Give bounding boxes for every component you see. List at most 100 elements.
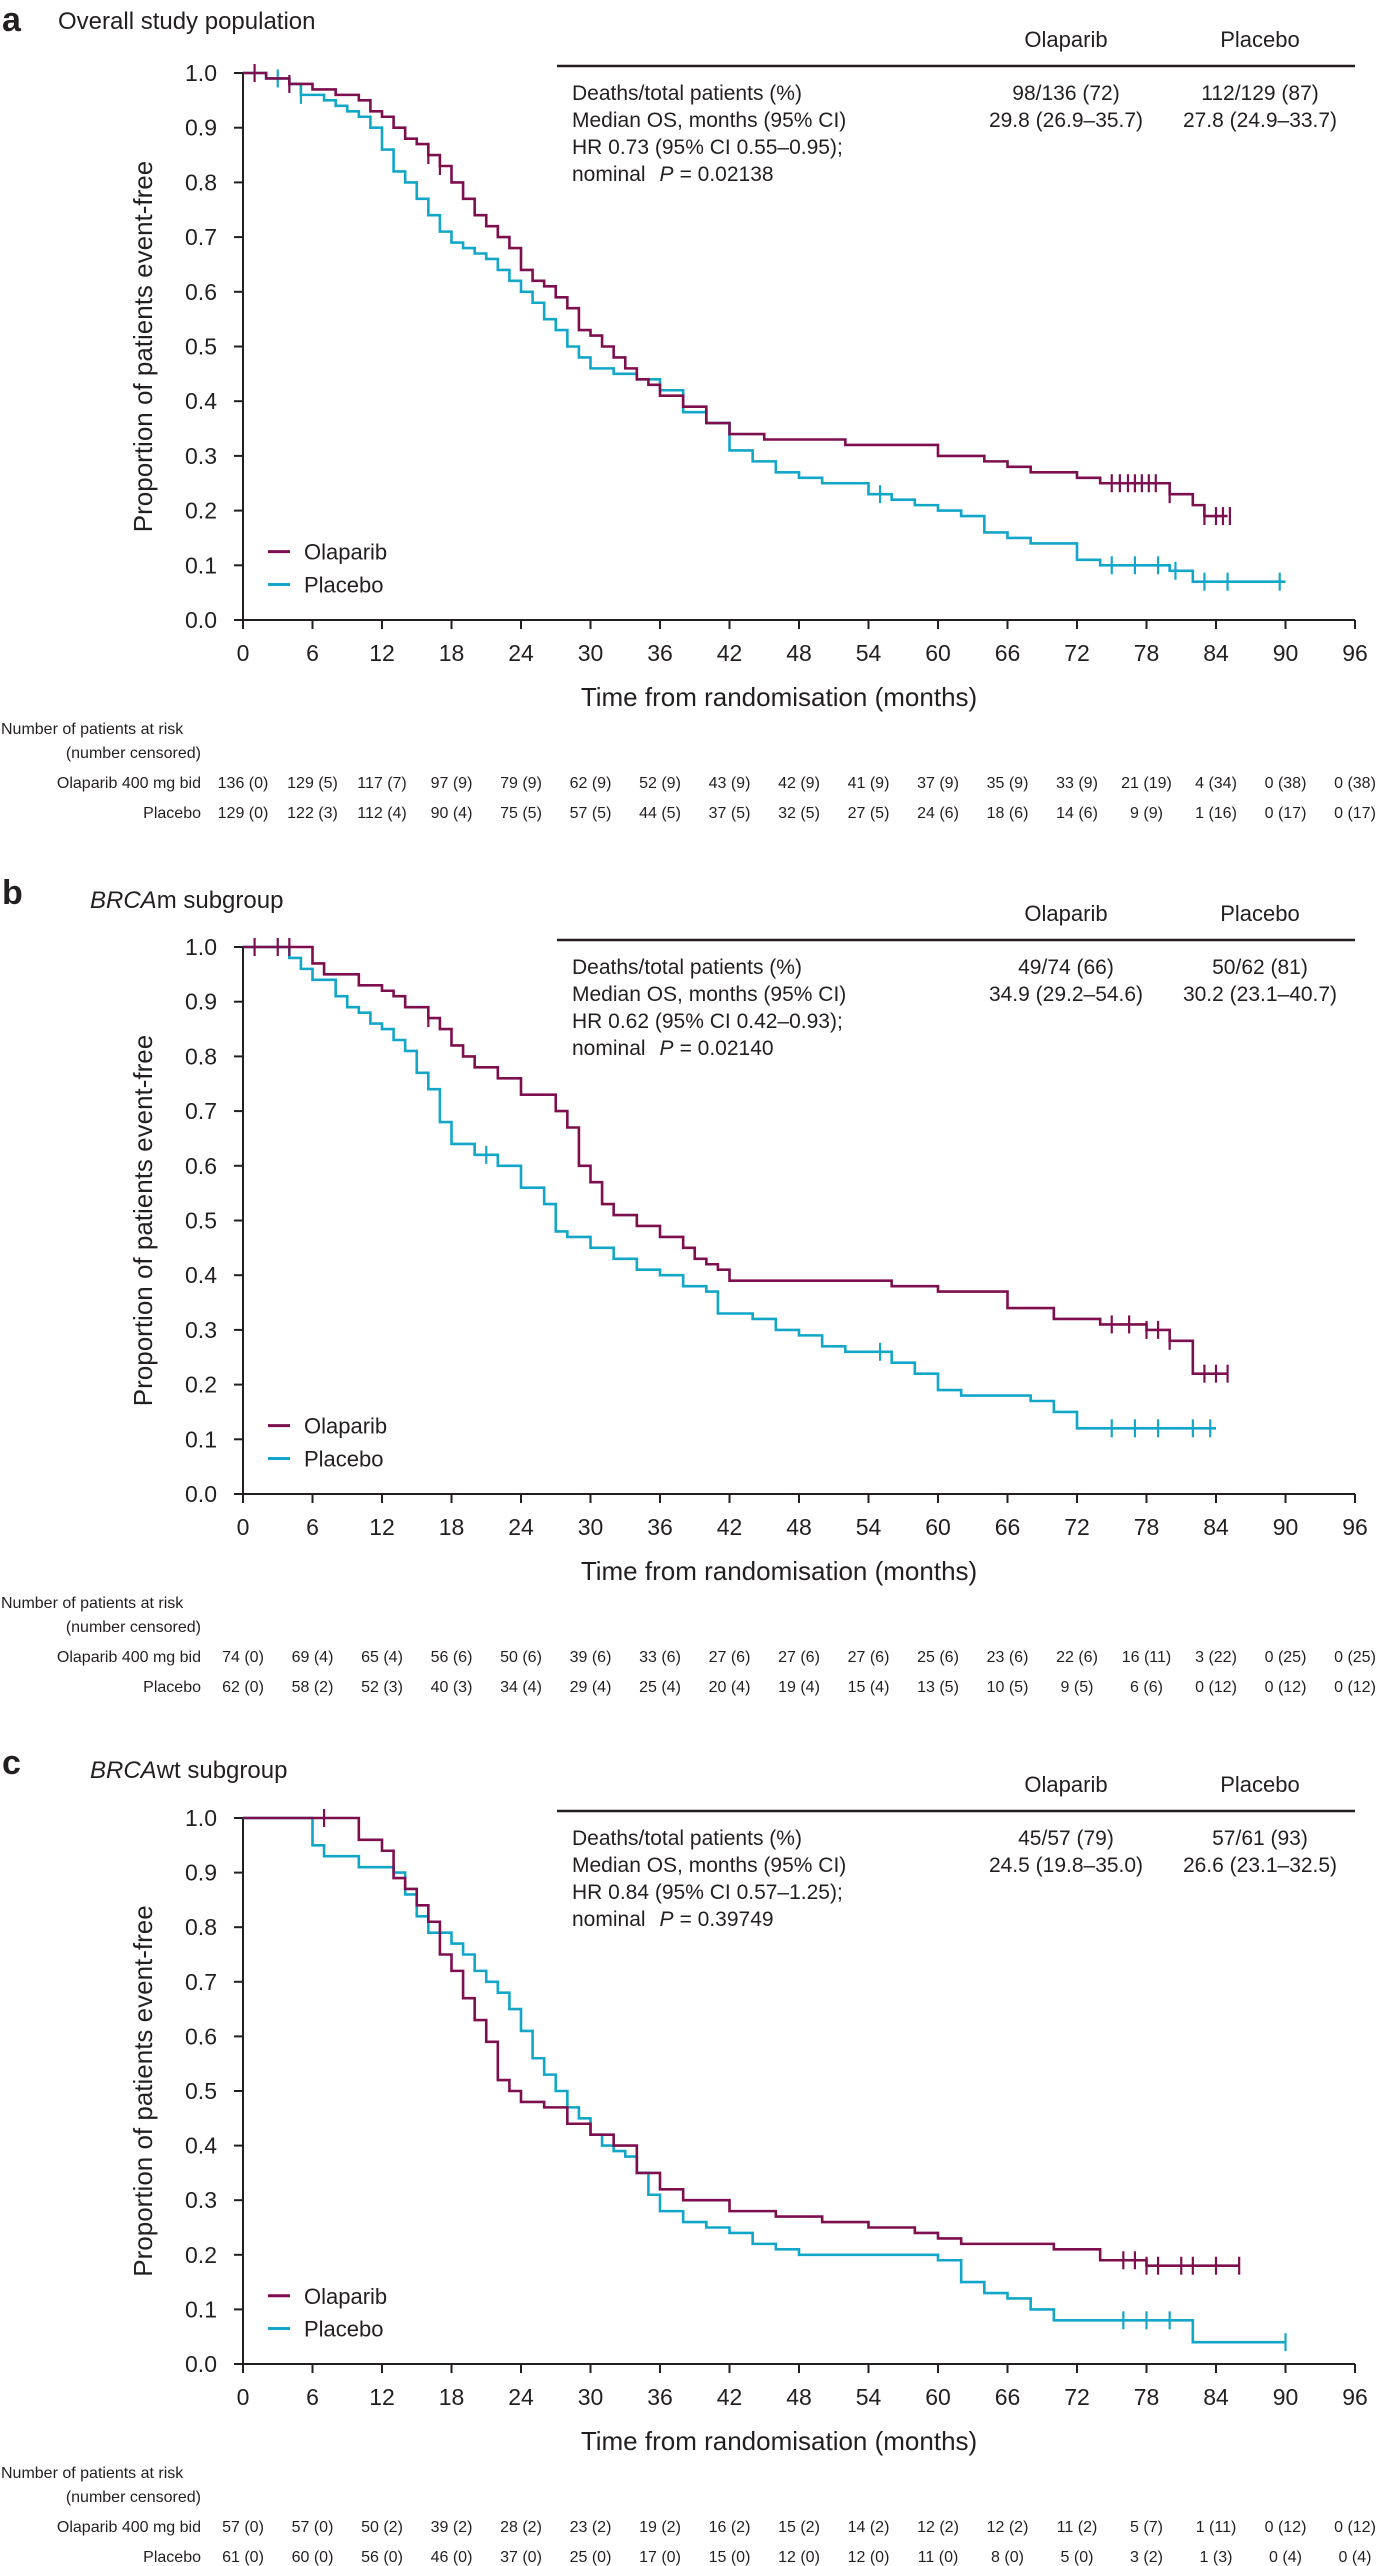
risk-cell-placebo: 6 (6): [1130, 1679, 1163, 1696]
panel-title: BRCAwt subgroup: [90, 1757, 287, 1784]
x-tick-label: 12: [369, 640, 395, 666]
risk-cell-olaparib: 27 (6): [709, 1649, 751, 1666]
stats-header-placebo: Placebo: [1220, 1772, 1300, 1797]
panel-title-rest: wt subgroup: [156, 1757, 288, 1784]
p-number: = 0.39749: [680, 1908, 774, 1931]
x-tick-label: 60: [925, 1514, 951, 1540]
risk-cell-olaparib: 57 (0): [222, 2519, 264, 2536]
y-tick-label: 0.2: [185, 2242, 217, 2268]
risk-header-sub: (number censored): [66, 1619, 201, 1636]
stats-p-value: nominal P = 0.39749: [572, 1908, 774, 1931]
risk-cell-olaparib: 62 (9): [570, 775, 612, 792]
stats-row-olaparib: 29.8 (26.9–35.7): [989, 109, 1143, 132]
risk-cell-olaparib: 43 (9): [709, 775, 751, 792]
risk-cell-placebo: 10 (5): [987, 1679, 1029, 1696]
y-tick-label: 0.1: [185, 2296, 217, 2322]
stats-row-olaparib: 98/136 (72): [1012, 82, 1119, 105]
risk-cell-placebo: 52 (3): [361, 1679, 403, 1696]
x-tick-label: 0: [237, 2384, 250, 2410]
x-tick-label: 54: [856, 1514, 882, 1540]
y-tick-label: 0.9: [185, 1860, 217, 1886]
x-axis-title: Time from randomisation (months): [581, 682, 977, 712]
y-tick-label: 0.6: [185, 2023, 217, 2049]
risk-cell-olaparib: 50 (2): [361, 2519, 403, 2536]
risk-cell-placebo: 12 (0): [848, 2549, 890, 2566]
legend-label-placebo: Placebo: [304, 572, 384, 597]
risk-cell-placebo: 1 (16): [1195, 805, 1237, 822]
stats-row-placebo: 57/61 (93): [1212, 1827, 1308, 1850]
stats-header-olaparib: Olaparib: [1024, 27, 1107, 52]
risk-cell-placebo: 3 (2): [1130, 2549, 1163, 2566]
p-label: P: [660, 1908, 674, 1931]
stats-row-label: Median OS, months (95% CI): [572, 1854, 846, 1877]
x-tick-label: 78: [1134, 640, 1160, 666]
risk-label-olaparib: Olaparib 400 mg bid: [57, 1649, 201, 1666]
y-tick-label: 0.1: [185, 552, 217, 578]
risk-cell-placebo: 60 (0): [292, 2549, 334, 2566]
panel-c: c BRCAwt subgroup 0.0 0.1 0.2 0.3 0.4 0.5 0.6 0.7…: [1, 1744, 1376, 2566]
risk-header-sub: (number censored): [66, 2489, 201, 2506]
y-tick-label: 0.2: [185, 498, 217, 524]
x-tick-label: 48: [786, 2384, 812, 2410]
risk-cell-olaparib: 27 (6): [778, 1649, 820, 1666]
risk-cell-placebo: 17 (0): [639, 2549, 681, 2566]
risk-cell-olaparib: 50 (6): [500, 1649, 542, 1666]
risk-cell-placebo: 129 (0): [218, 805, 269, 822]
risk-cell-olaparib: 52 (9): [639, 775, 681, 792]
x-axis-title: Time from randomisation (months): [581, 2426, 977, 2456]
y-axis-title: Proportion of patients event-free: [128, 1035, 158, 1406]
risk-cell-olaparib: 15 (2): [778, 2519, 820, 2536]
risk-cell-olaparib: 21 (19): [1121, 775, 1172, 792]
y-tick-label: 0.1: [185, 1426, 217, 1452]
risk-cell-placebo: 27 (5): [848, 805, 890, 822]
risk-cell-olaparib: 79 (9): [500, 775, 542, 792]
legend-label-olaparib: Olaparib: [304, 2284, 387, 2309]
risk-cell-placebo: 61 (0): [222, 2549, 264, 2566]
risk-cell-placebo: 15 (4): [848, 1679, 890, 1696]
series-line-olaparib: [243, 1816, 1240, 2268]
risk-cell-olaparib: 16 (2): [709, 2519, 751, 2536]
y-tick-label: 0.3: [185, 2187, 217, 2213]
stats-row-label: Median OS, months (95% CI): [572, 983, 846, 1006]
y-tick-label: 0.6: [185, 279, 217, 305]
stats-header-placebo: Placebo: [1220, 901, 1300, 926]
x-tick-label: 60: [925, 640, 951, 666]
y-tick-label: 0.0: [185, 607, 217, 633]
risk-cell-placebo: 15 (0): [709, 2549, 751, 2566]
stats-header-placebo: Placebo: [1220, 27, 1300, 52]
risk-header-sub: (number censored): [66, 745, 201, 762]
stats-row-label: HR 0.84 (95% CI 0.57–1.25);: [572, 1881, 843, 1904]
risk-cell-placebo: 24 (6): [917, 805, 959, 822]
stats-row-olaparib: 49/74 (66): [1018, 956, 1114, 979]
x-tick-label: 12: [369, 2384, 395, 2410]
risk-label-placebo: Placebo: [143, 1679, 201, 1696]
risk-cell-olaparib: 4 (34): [1195, 775, 1237, 792]
risk-cell-olaparib: 37 (9): [917, 775, 959, 792]
p-prefix: nominal: [572, 1037, 646, 1060]
x-tick-label: 36: [647, 1514, 673, 1540]
x-tick-label: 90: [1273, 1514, 1299, 1540]
risk-cell-olaparib: 57 (0): [292, 2519, 334, 2536]
x-tick-label: 6: [306, 1514, 319, 1540]
risk-cell-placebo: 122 (3): [287, 805, 338, 822]
panel-title-italic: BRCA: [90, 887, 157, 914]
risk-cell-placebo: 57 (5): [570, 805, 612, 822]
series-line-placebo: [243, 71, 1286, 584]
x-tick-label: 18: [439, 640, 465, 666]
legend-label-olaparib: Olaparib: [304, 1414, 387, 1439]
x-tick-label: 30: [578, 1514, 604, 1540]
y-tick-label: 0.7: [185, 224, 217, 250]
risk-cell-olaparib: 117 (7): [357, 775, 407, 792]
risk-cell-olaparib: 19 (2): [639, 2519, 681, 2536]
x-tick-label: 72: [1064, 2384, 1090, 2410]
x-tick-label: 36: [647, 640, 673, 666]
risk-cell-olaparib: 35 (9): [987, 775, 1029, 792]
x-tick-label: 48: [786, 640, 812, 666]
stats-header-olaparib: Olaparib: [1024, 901, 1107, 926]
risk-cell-olaparib: 74 (0): [222, 1649, 264, 1666]
risk-cell-placebo: 0 (4): [1269, 2549, 1302, 2566]
risk-cell-placebo: 9 (5): [1061, 1679, 1094, 1696]
stats-row-placebo: 30.2 (23.1–40.7): [1183, 983, 1337, 1006]
risk-cell-placebo: 20 (4): [709, 1679, 751, 1696]
x-tick-label: 0: [237, 640, 250, 666]
